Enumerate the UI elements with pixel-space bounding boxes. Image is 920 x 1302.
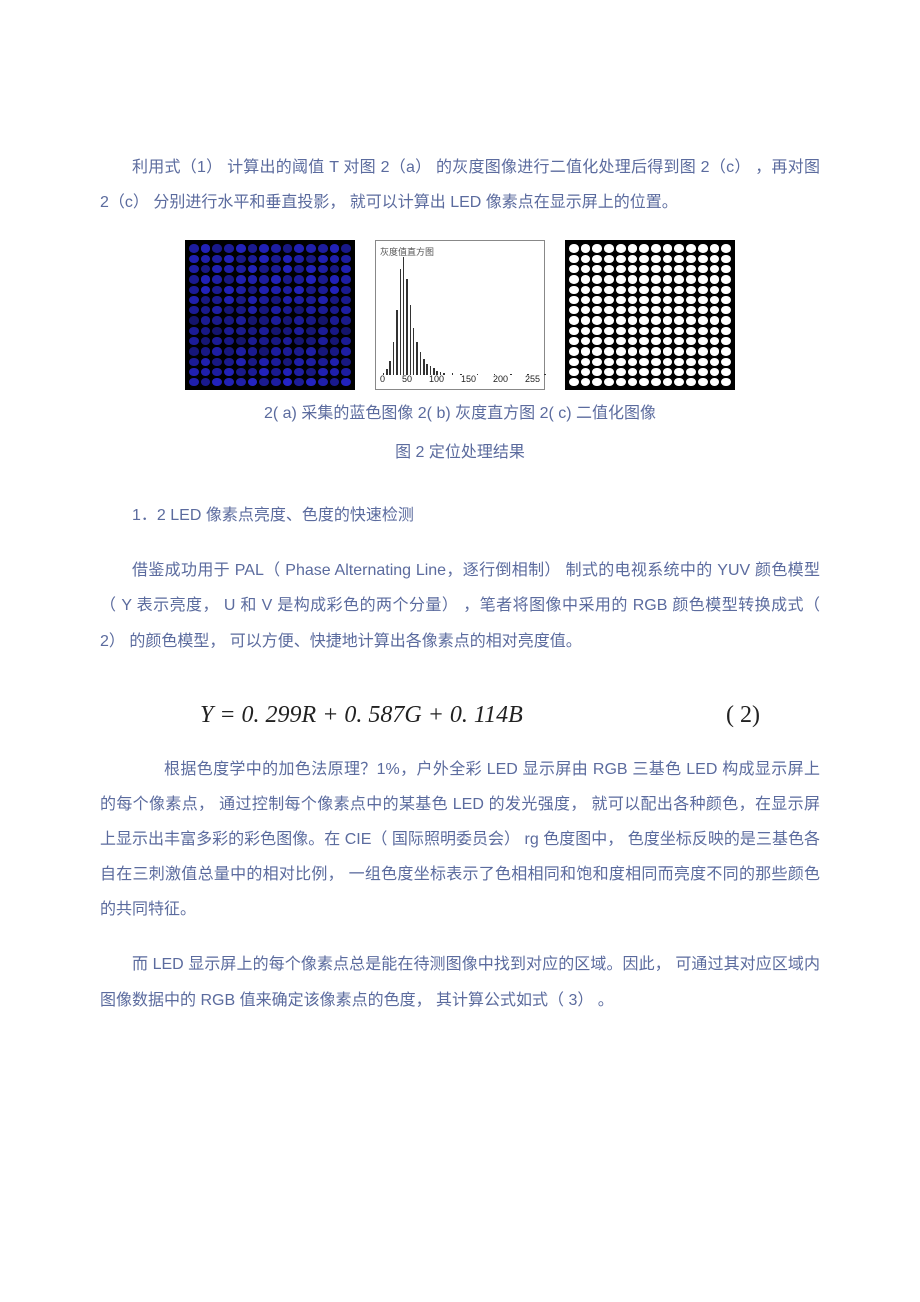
equation-2: Y = 0. 299R + 0. 587G + 0. 114B ( 2) — [100, 679, 820, 752]
figure-2c — [565, 240, 735, 390]
equation-2-body: Y = 0. 299R + 0. 587G + 0. 114B — [200, 689, 523, 742]
figure-2a — [185, 240, 355, 390]
figure-2-subcaption: 2( a) 采集的蓝色图像 2( b) 灰度直方图 2( c) 二值化图像 — [100, 400, 820, 429]
paragraph-3: 根据色度学中的加色法原理？1%，户外全彩 LED 显示屏由 RGB 三基色 LE… — [100, 752, 820, 928]
page: 利用式（1） 计算出的阈值 T 对图 2（a） 的灰度图像进行二值化处理后得到图… — [0, 0, 920, 1118]
figure-2-row: 灰度值直方图 050100150200255 — [100, 240, 820, 390]
figure-2b: 灰度值直方图 050100150200255 — [375, 240, 545, 390]
paragraph-2: 借鉴成功用于 PAL（ Phase Alternating Line，逐行倒相制… — [100, 553, 820, 659]
equation-2-number: ( 2) — [726, 689, 760, 742]
paragraph-4: 而 LED 显示屏上的每个像素点总是能在待测图像中找到对应的区域。因此， 可通过… — [100, 947, 820, 1017]
section-1-2-heading: 1．2 LED 像素点亮度、色度的快速检测 — [100, 498, 820, 533]
paragraph-1: 利用式（1） 计算出的阈值 T 对图 2（a） 的灰度图像进行二值化处理后得到图… — [100, 150, 820, 220]
histogram-bars — [376, 257, 544, 375]
histogram-axis: 050100150200255 — [376, 370, 544, 390]
figure-2-caption: 图 2 定位处理结果 — [100, 439, 820, 468]
